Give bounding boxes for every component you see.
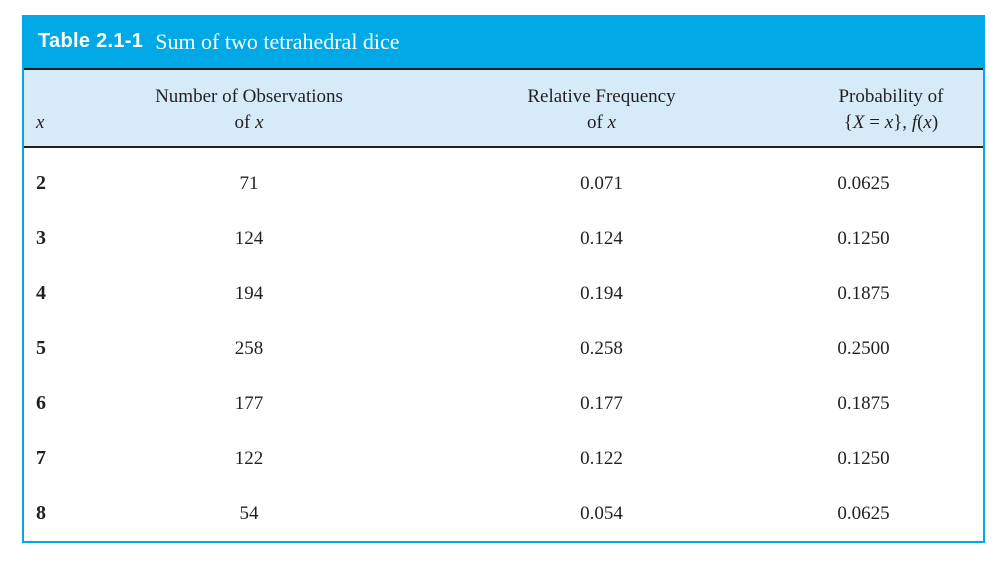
cell-observations: 71 bbox=[239, 172, 259, 194]
x-variable: x bbox=[923, 112, 932, 133]
cell-relative-frequency: 0.124 bbox=[580, 227, 623, 249]
cell-probability: 0.2500 bbox=[837, 337, 890, 359]
cell-relative-frequency: 0.194 bbox=[580, 282, 623, 304]
table-body: 2 71 0.071 0.0625 3 124 0.124 0.1250 4 1… bbox=[24, 148, 983, 541]
table-row: 3 124 0.124 0.1250 bbox=[24, 211, 983, 266]
open-paren: ( bbox=[917, 112, 924, 133]
table-row: 5 258 0.258 0.2500 bbox=[24, 321, 983, 376]
cell-observations: 177 bbox=[234, 392, 264, 414]
cell-relative-frequency: 0.177 bbox=[580, 392, 623, 414]
cell-x: 8 bbox=[36, 502, 46, 524]
column-header-probability: Probability of {X = x}, f(x) bbox=[799, 70, 983, 146]
cell-relative-frequency: 0.258 bbox=[580, 337, 623, 359]
close-brace: }, bbox=[893, 112, 912, 133]
cell-x: 2 bbox=[36, 172, 46, 194]
cell-relative-frequency: 0.122 bbox=[580, 447, 623, 469]
table-row: 8 54 0.054 0.0625 bbox=[24, 486, 983, 541]
cell-observations: 194 bbox=[234, 282, 264, 304]
table-title-bar: Table 2.1-1 Sum of two tetrahedral dice bbox=[24, 15, 983, 68]
table-number: Table 2.1-1 bbox=[38, 30, 144, 52]
X-variable: X bbox=[852, 112, 865, 133]
column-header-row: x Number of Observations of x Relative F… bbox=[24, 68, 983, 148]
table-row: 7 122 0.122 0.1250 bbox=[24, 431, 983, 486]
cell-probability: 0.0625 bbox=[837, 172, 890, 194]
column-header-x-symbol: x bbox=[36, 112, 45, 133]
equals-sign: = bbox=[864, 112, 885, 133]
cell-observations: 54 bbox=[239, 502, 259, 524]
f-function: f bbox=[911, 112, 918, 133]
cell-probability: 0.0625 bbox=[837, 502, 890, 524]
column-header-observations: Number of Observations of x bbox=[94, 70, 404, 146]
column-header-probability-line1: Probability of bbox=[838, 86, 944, 107]
cell-relative-frequency: 0.054 bbox=[580, 502, 623, 524]
cell-observations: 124 bbox=[234, 227, 264, 249]
cell-observations: 258 bbox=[234, 337, 264, 359]
open-brace: { bbox=[843, 112, 853, 133]
of-text: of bbox=[234, 112, 256, 133]
cell-x: 4 bbox=[36, 282, 46, 304]
table-row: 2 71 0.071 0.0625 bbox=[24, 156, 983, 211]
cell-probability: 0.1875 bbox=[837, 392, 890, 414]
column-header-observations-line1: Number of Observations bbox=[155, 86, 343, 107]
of-text: of bbox=[586, 112, 608, 133]
close-paren: ) bbox=[931, 112, 939, 133]
cell-probability: 0.1875 bbox=[837, 282, 890, 304]
table-row: 6 177 0.177 0.1875 bbox=[24, 376, 983, 431]
column-header-relative-frequency-line2: of x bbox=[404, 110, 799, 136]
cell-probability: 0.1250 bbox=[837, 227, 890, 249]
cell-relative-frequency: 0.071 bbox=[580, 172, 623, 194]
table-row: 4 194 0.194 0.1875 bbox=[24, 266, 983, 321]
cell-probability: 0.1250 bbox=[837, 447, 890, 469]
column-header-relative-frequency: Relative Frequency of x bbox=[404, 70, 799, 146]
cell-x: 7 bbox=[36, 447, 46, 469]
column-header-x: x bbox=[24, 70, 94, 146]
column-header-observations-line2: of x bbox=[94, 110, 404, 136]
cell-x: 6 bbox=[36, 392, 46, 414]
x-variable: x bbox=[884, 112, 894, 133]
x-variable: x bbox=[607, 112, 616, 133]
table-card: Table 2.1-1 Sum of two tetrahedral dice x… bbox=[22, 15, 985, 543]
cell-observations: 122 bbox=[234, 447, 264, 469]
table-caption: Sum of two tetrahedral dice bbox=[155, 28, 400, 54]
x-variable: x bbox=[255, 112, 264, 133]
column-header-relative-frequency-line1: Relative Frequency bbox=[527, 86, 676, 107]
cell-x: 3 bbox=[36, 227, 46, 249]
column-header-probability-formula: {X = x}, f(x) bbox=[799, 110, 983, 136]
cell-x: 5 bbox=[36, 337, 46, 359]
